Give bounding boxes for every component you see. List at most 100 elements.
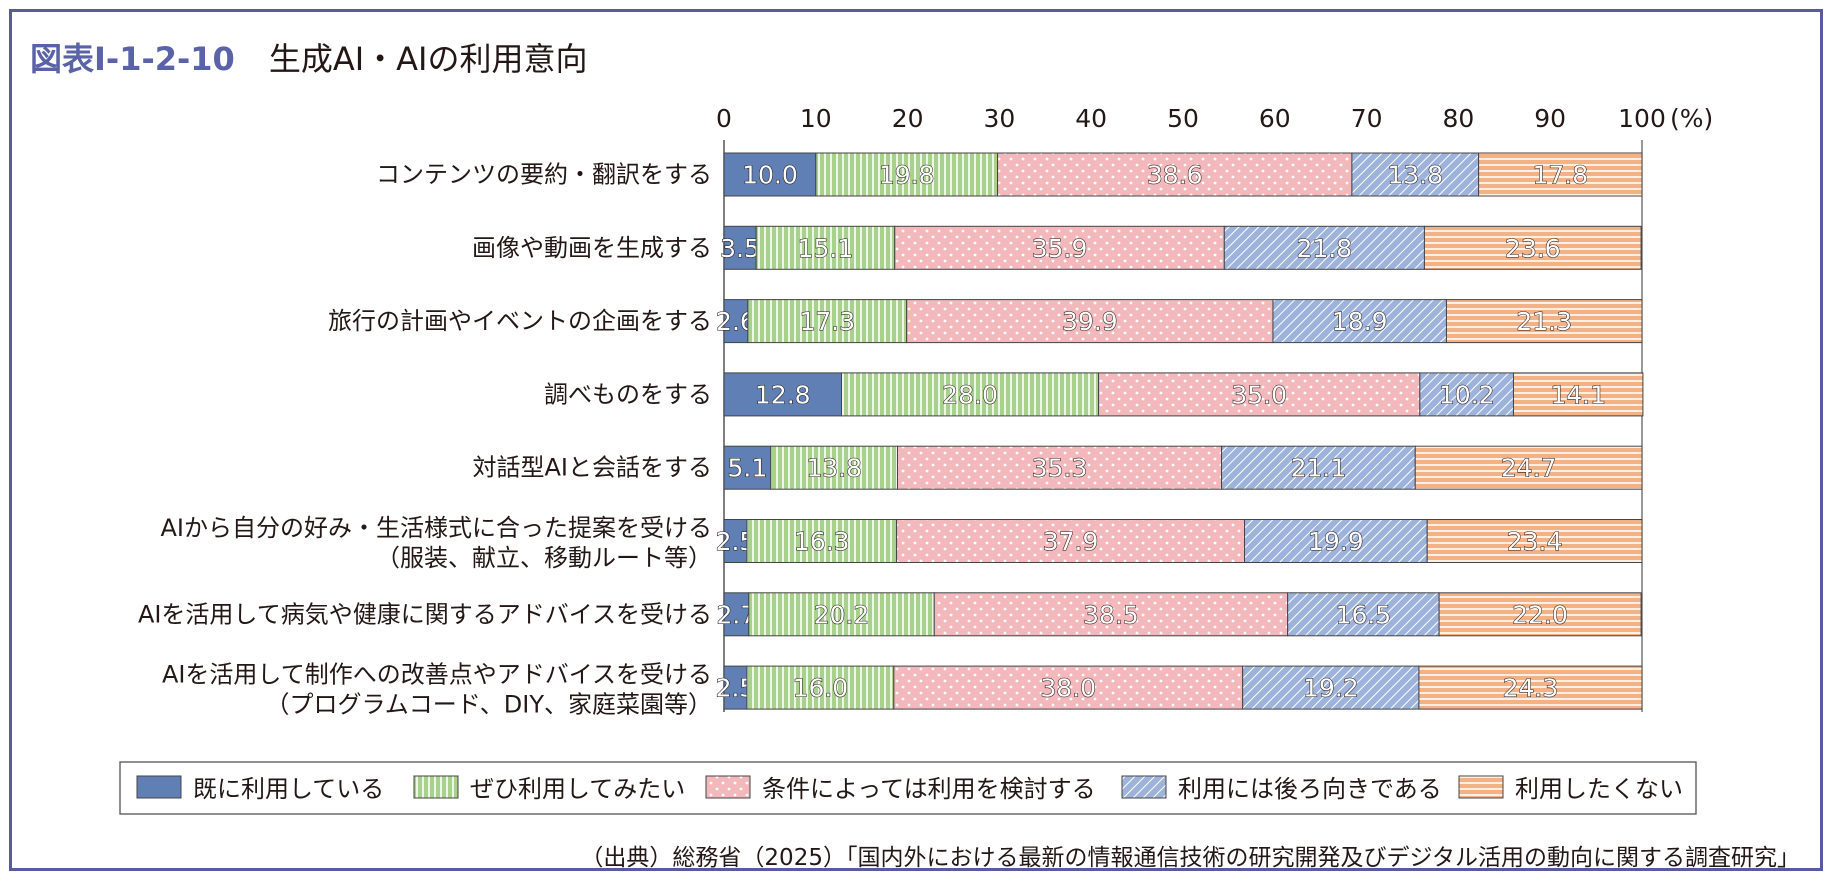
data-label: 21.1 [1291, 454, 1347, 483]
category-label: 画像や動画を生成する [472, 234, 712, 262]
category-label: AIを活用して制作への改善点やアドバイスを受ける（プログラムコード、DIY、家庭… [162, 661, 712, 719]
bar-segment [723, 152, 817, 197]
data-label: 17.3 [799, 307, 855, 336]
x-tick-label: 50 [1167, 104, 1199, 133]
category-label-line: AIから自分の好み・生活様式に合った提案を受ける [161, 514, 713, 542]
data-label: 38.0 [1040, 674, 1096, 703]
x-axis-unit: (%) [1670, 104, 1713, 133]
data-label: 14.1 [1550, 380, 1606, 409]
bar-segment [746, 665, 895, 710]
bar-segment [748, 592, 935, 637]
bar-segments: 10.0 19.8 38.6 13.8 17.8 3.5 15.1 35.9 21.8 23.6 2… [715, 152, 1644, 710]
x-tick-label: 40 [1075, 104, 1107, 133]
data-label: 23.4 [1507, 527, 1563, 556]
category-label: コンテンツの要約・翻訳をする [376, 161, 712, 189]
category-label-line: （プログラムコード、DIY、家庭菜園等） [265, 691, 712, 719]
category-label-line: （服装、献立、移動ルート等） [376, 544, 712, 572]
data-label: 35.3 [1032, 454, 1088, 483]
bar-segment [897, 445, 1223, 490]
legend-swatch [136, 775, 182, 799]
bar-segment [1512, 372, 1644, 417]
data-label: 18.9 [1332, 307, 1388, 336]
bar-segment [1244, 519, 1428, 563]
data-label: 20.2 [814, 600, 870, 629]
data-label: 24.7 [1501, 454, 1557, 483]
legend-label: 条件によっては利用を検討する [762, 775, 1096, 803]
data-label: 23.6 [1505, 234, 1561, 263]
bar-segment [1438, 592, 1642, 637]
data-label: 24.3 [1503, 674, 1559, 703]
data-label: 35.0 [1231, 380, 1287, 409]
legend-swatch [1121, 775, 1167, 799]
data-label: 35.9 [1032, 234, 1088, 263]
x-tick-label: 60 [1259, 104, 1291, 133]
bar-segment [1414, 445, 1643, 490]
bar-segment [1221, 445, 1416, 490]
bar-segment [893, 665, 1244, 710]
category-labels: コンテンツの要約・翻訳をする画像や動画を生成する旅行の計画やイベントの企画をする… [138, 161, 712, 719]
legend-label: 利用したくない [1515, 775, 1683, 803]
bar-segment [1098, 372, 1421, 417]
x-tick-label: 70 [1351, 104, 1383, 133]
legend-label: 既に利用している [193, 775, 384, 803]
bar-segment [723, 445, 772, 490]
data-label: 10.2 [1439, 380, 1495, 409]
x-tick-label: 0 [716, 104, 732, 133]
x-tick-label: 10 [800, 104, 832, 133]
data-label: 3.5 [720, 234, 760, 263]
chart-title: 生成AI・AIの利用意向 [268, 40, 588, 78]
x-tick-label: 30 [983, 104, 1015, 133]
bar-segment [894, 225, 1225, 270]
figure-number: 図表Ⅰ-1-2-10 [30, 40, 235, 78]
data-label: 15.1 [798, 234, 854, 263]
legend-swatch [705, 775, 751, 799]
figure-title: 図表Ⅰ-1-2-10 生成AI・AIの利用意向 [30, 34, 588, 80]
x-tick-label: 90 [1534, 104, 1566, 133]
category-label: 調べものをする [544, 380, 712, 408]
data-label: 37.9 [1043, 527, 1099, 556]
category-label: 対話型AIと会話をする [473, 454, 713, 482]
bar-segment [841, 372, 1100, 417]
legend-box [119, 761, 1697, 815]
category-label: AIから自分の好み・生活様式に合った提案を受ける（服装、献立、移動ルート等） [161, 514, 713, 572]
data-label: 13.8 [1387, 161, 1443, 190]
bar-segment [933, 592, 1289, 637]
bar-segment [723, 225, 757, 270]
legend-label: ぜひ利用してみたい [470, 775, 685, 803]
data-label: 10.0 [742, 161, 798, 190]
legend-swatch [413, 775, 459, 799]
category-label-line: AIを活用して制作への改善点やアドバイスを受ける [162, 661, 712, 689]
legend-swatch [1458, 775, 1504, 799]
data-label: 28.0 [942, 380, 998, 409]
data-label: 38.5 [1083, 600, 1139, 629]
data-label: 17.8 [1532, 161, 1588, 190]
bar-segment [1426, 519, 1643, 563]
data-label: 16.0 [793, 674, 849, 703]
data-label: 16.3 [794, 527, 850, 556]
data-label: 38.6 [1147, 161, 1203, 190]
bar-segment [1419, 372, 1514, 417]
data-label: 19.9 [1308, 527, 1364, 556]
bar-segment [723, 372, 843, 417]
category-label: AIを活用して病気や健康に関するアドバイスを受ける [138, 600, 712, 628]
data-label: 5.1 [728, 454, 768, 483]
data-label: 16.5 [1336, 600, 1392, 629]
legend-label: 利用には後ろ向きである [1178, 775, 1442, 803]
bar-segment [755, 225, 896, 270]
category-label: 旅行の計画やイベントの企画をする [328, 307, 712, 335]
x-tick-label: 100 [1618, 104, 1666, 133]
bar-segment [1418, 665, 1643, 710]
data-label: 13.8 [806, 454, 862, 483]
source-note: （出典）総務省（2025）「国内外における最新の情報通信技術の研究開発及びデジタ… [580, 845, 1800, 871]
bar-segment [723, 592, 750, 637]
data-label: 12.8 [755, 380, 811, 409]
data-label: 39.9 [1062, 307, 1118, 336]
bar-segment [1445, 299, 1643, 344]
x-tick-label: 20 [892, 104, 924, 133]
data-label: 19.8 [879, 161, 935, 190]
data-label: 21.8 [1297, 234, 1353, 263]
bar-segment [1242, 665, 1420, 710]
x-axis-ticks: 0 10 20 30 40 50 60 70 80 90 100 (%) [716, 104, 1713, 133]
data-label: 22.0 [1512, 600, 1568, 629]
